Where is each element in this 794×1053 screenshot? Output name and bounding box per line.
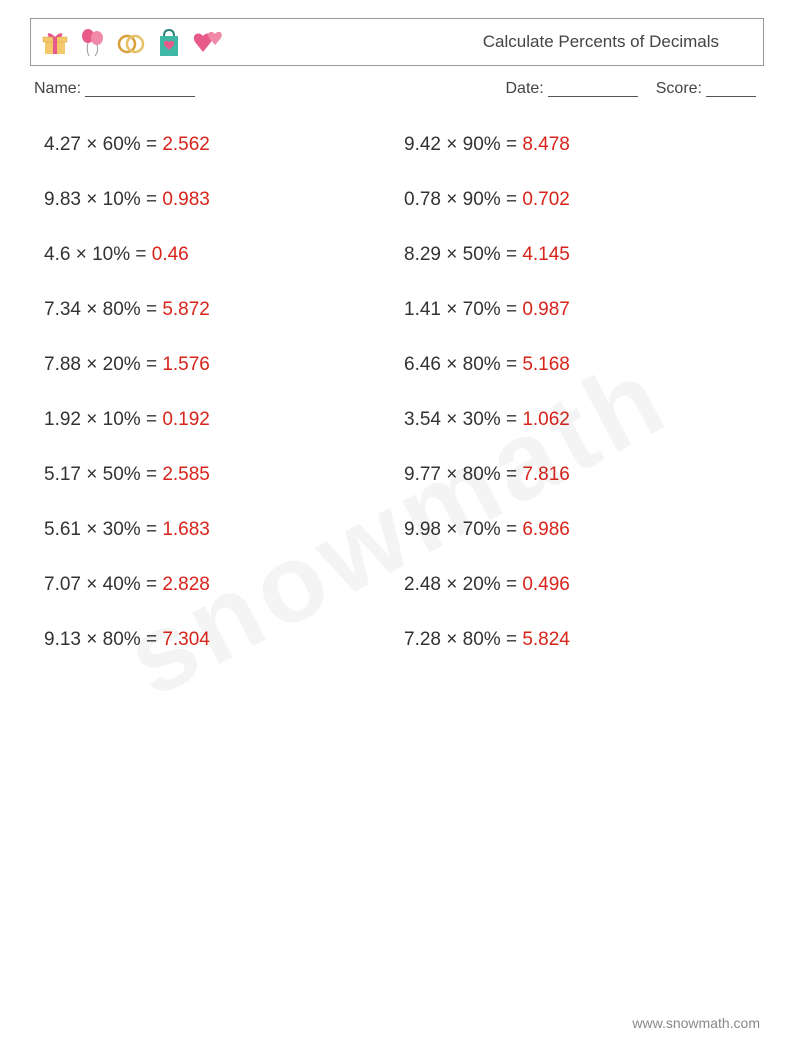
problem-item: 2.48 × 20% = 0.496 bbox=[404, 574, 764, 596]
worksheet-title: Calculate Percents of Decimals bbox=[483, 32, 719, 52]
rings-icon bbox=[113, 24, 149, 60]
problem-answer: 2.562 bbox=[162, 134, 210, 155]
problem-item: 9.13 × 80% = 7.304 bbox=[44, 629, 404, 651]
problem-expression: 9.42 × 90% = bbox=[404, 134, 522, 155]
problem-answer: 5.168 bbox=[522, 354, 570, 375]
balloons-icon bbox=[75, 24, 111, 60]
problem-expression: 7.07 × 40% = bbox=[44, 574, 162, 595]
date-blank bbox=[548, 80, 638, 97]
problem-answer: 1.683 bbox=[162, 519, 210, 540]
problem-expression: 9.13 × 80% = bbox=[44, 629, 162, 650]
problem-answer: 4.145 bbox=[522, 244, 570, 265]
problems-grid: 4.27 × 60% = 2.5629.42 × 90% = 8.4789.83… bbox=[30, 134, 764, 651]
problem-expression: 1.92 × 10% = bbox=[44, 409, 162, 430]
score-blank bbox=[706, 80, 756, 97]
problem-expression: 9.77 × 80% = bbox=[404, 464, 522, 485]
problem-item: 9.42 × 90% = 8.478 bbox=[404, 134, 764, 156]
gift-icon bbox=[37, 24, 73, 60]
problem-item: 5.17 × 50% = 2.585 bbox=[44, 464, 404, 486]
problem-answer: 0.702 bbox=[522, 189, 570, 210]
problem-expression: 0.78 × 90% = bbox=[404, 189, 522, 210]
worksheet-page: snowmath bbox=[0, 0, 794, 1053]
hearts-icon bbox=[189, 24, 229, 60]
problem-item: 4.6 × 10% = 0.46 bbox=[44, 244, 404, 266]
problem-expression: 7.88 × 20% = bbox=[44, 354, 162, 375]
problem-answer: 5.824 bbox=[522, 629, 570, 650]
problem-item: 4.27 × 60% = 2.562 bbox=[44, 134, 404, 156]
score-label: Score: bbox=[656, 80, 702, 98]
problem-item: 7.34 × 80% = 5.872 bbox=[44, 299, 404, 321]
problem-item: 7.28 × 80% = 5.824 bbox=[404, 629, 764, 651]
problem-item: 9.77 × 80% = 7.816 bbox=[404, 464, 764, 486]
spacer bbox=[638, 80, 656, 98]
problem-expression: 6.46 × 80% = bbox=[404, 354, 522, 375]
problem-expression: 5.61 × 30% = bbox=[44, 519, 162, 540]
problem-answer: 8.478 bbox=[522, 134, 570, 155]
problem-item: 5.61 × 30% = 1.683 bbox=[44, 519, 404, 541]
problem-item: 1.92 × 10% = 0.192 bbox=[44, 409, 404, 431]
problem-answer: 5.872 bbox=[162, 299, 210, 320]
problem-expression: 8.29 × 50% = bbox=[404, 244, 522, 265]
problem-answer: 1.576 bbox=[162, 354, 210, 375]
problem-answer: 0.983 bbox=[162, 189, 210, 210]
problem-answer: 0.46 bbox=[152, 244, 189, 265]
problem-expression: 5.17 × 50% = bbox=[44, 464, 162, 485]
name-field: Name: bbox=[34, 80, 195, 98]
problem-expression: 4.6 × 10% = bbox=[44, 244, 152, 265]
header-icon-row bbox=[37, 24, 229, 60]
problem-answer: 6.986 bbox=[522, 519, 570, 540]
problem-expression: 3.54 × 30% = bbox=[404, 409, 522, 430]
problem-answer: 0.192 bbox=[162, 409, 210, 430]
problem-item: 1.41 × 70% = 0.987 bbox=[404, 299, 764, 321]
problem-expression: 7.34 × 80% = bbox=[44, 299, 162, 320]
problem-item: 3.54 × 30% = 1.062 bbox=[404, 409, 764, 431]
info-row: Name: Date: Score: bbox=[30, 80, 764, 98]
bag-icon bbox=[151, 24, 187, 60]
problem-expression: 7.28 × 80% = bbox=[404, 629, 522, 650]
problem-expression: 9.98 × 70% = bbox=[404, 519, 522, 540]
problem-answer: 2.585 bbox=[162, 464, 210, 485]
problem-answer: 7.304 bbox=[162, 629, 210, 650]
problem-answer: 2.828 bbox=[162, 574, 210, 595]
problem-expression: 1.41 × 70% = bbox=[404, 299, 522, 320]
problem-expression: 4.27 × 60% = bbox=[44, 134, 162, 155]
footer-url: www.snowmath.com bbox=[632, 1015, 760, 1031]
problem-expression: 2.48 × 20% = bbox=[404, 574, 522, 595]
problem-item: 7.88 × 20% = 1.576 bbox=[44, 354, 404, 376]
problem-item: 7.07 × 40% = 2.828 bbox=[44, 574, 404, 596]
name-blank bbox=[85, 80, 195, 97]
problem-item: 6.46 × 80% = 5.168 bbox=[404, 354, 764, 376]
date-score-group: Date: Score: bbox=[506, 80, 757, 98]
problem-answer: 0.496 bbox=[522, 574, 570, 595]
header-box: Calculate Percents of Decimals bbox=[30, 18, 764, 66]
date-label: Date: bbox=[506, 80, 544, 98]
problem-item: 0.78 × 90% = 0.702 bbox=[404, 189, 764, 211]
problem-expression: 9.83 × 10% = bbox=[44, 189, 162, 210]
problem-answer: 0.987 bbox=[522, 299, 570, 320]
name-label: Name: bbox=[34, 80, 81, 98]
problem-item: 9.98 × 70% = 6.986 bbox=[404, 519, 764, 541]
problem-answer: 7.816 bbox=[522, 464, 570, 485]
problem-answer: 1.062 bbox=[522, 409, 570, 430]
problem-item: 9.83 × 10% = 0.983 bbox=[44, 189, 404, 211]
problem-item: 8.29 × 50% = 4.145 bbox=[404, 244, 764, 266]
